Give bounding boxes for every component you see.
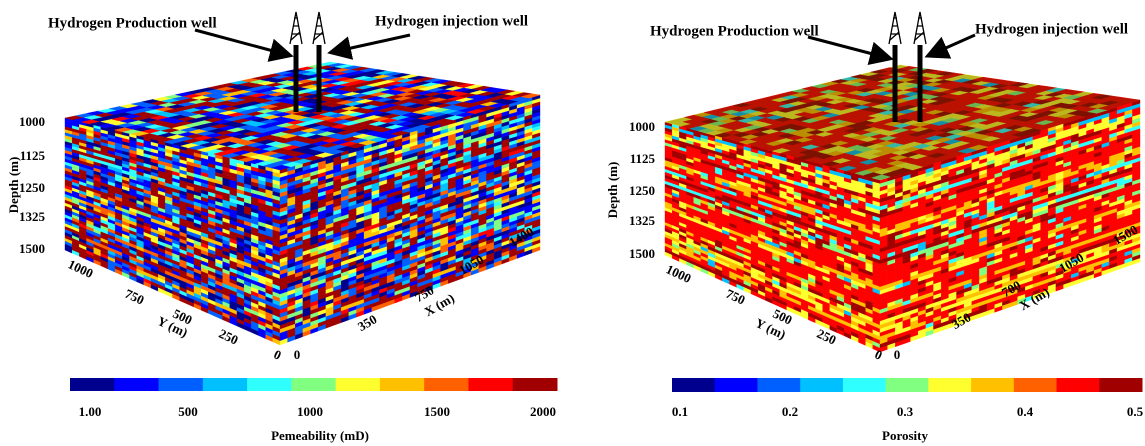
colorbar-tick-label: 1000: [297, 404, 323, 419]
colorbar-swatch: [513, 378, 558, 391]
reservoir-model: [665, 65, 1140, 352]
y-tick-label: 0: [272, 346, 284, 362]
derrick-icon: [290, 12, 302, 44]
colorbar-swatch: [70, 378, 115, 391]
colorbar-swatch: [291, 378, 336, 391]
depth-tick-label: 1500: [19, 241, 45, 256]
colorbar-label: Pemeability (mD): [271, 428, 369, 443]
colorbar-swatch: [468, 378, 513, 391]
well-label: Hydrogen injection well: [375, 13, 528, 29]
colorbar-swatch: [203, 378, 248, 391]
colorbar-swatch: [424, 378, 469, 391]
depth-tick-label: 1125: [20, 148, 46, 163]
colorbar-tick-label: 1500: [424, 404, 450, 419]
colorbar-swatch: [336, 378, 381, 391]
colorbar-tick-label: 500: [178, 404, 198, 419]
colorbar-swatch: [247, 378, 292, 391]
x-tick-label: 0: [294, 347, 301, 362]
colorbar-tick-label: 1.00: [79, 404, 102, 419]
colorbar-swatch: [159, 378, 204, 391]
arrow: [195, 30, 288, 55]
y-tick-label: 750: [123, 286, 147, 308]
depth-tick-label: 1325: [19, 209, 46, 224]
depth-axis-label: Depth (m): [6, 157, 21, 214]
colorbar-swatch: [114, 378, 159, 391]
colorbar-tick-label: 2000: [530, 404, 556, 419]
y-tick-label: 250: [217, 326, 241, 348]
well-label: Hydrogen Production well: [48, 15, 217, 31]
arrow: [333, 35, 410, 52]
colorbar-swatch: [380, 378, 425, 391]
depth-tick-label: 1250: [19, 180, 45, 195]
depth-tick-label: 1000: [19, 114, 45, 129]
derrick-icon: [313, 12, 325, 44]
